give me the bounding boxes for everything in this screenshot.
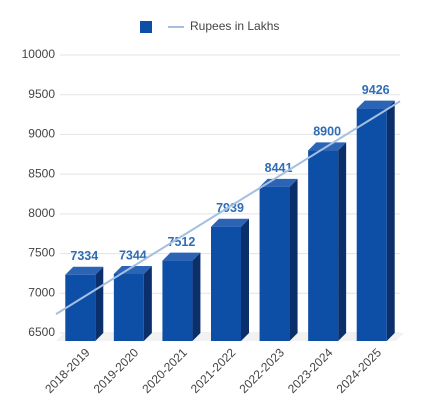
bar	[113, 265, 152, 341]
bar-side	[386, 100, 395, 341]
y-tick-label: 8000	[28, 206, 55, 220]
x-tick-label: 2018-2019	[42, 345, 93, 396]
bar-side	[241, 218, 249, 341]
bar-side	[289, 178, 298, 341]
x-tick-label: 2023-2024	[285, 345, 336, 396]
bar-front	[113, 273, 144, 341]
bar-top	[356, 100, 395, 109]
y-tick-label: 9000	[28, 127, 55, 141]
legend-label: Rupees in Lakhs	[190, 19, 279, 33]
value-label: 7512	[168, 235, 196, 249]
y-tick-label: 7000	[28, 285, 55, 299]
bar	[211, 218, 249, 341]
bar-front	[356, 108, 387, 341]
y-tick-label: 7500	[28, 246, 55, 260]
value-label: 9426	[362, 83, 390, 97]
bar-top	[65, 266, 104, 275]
y-tick-label: 6500	[28, 325, 55, 339]
trendline	[55, 100, 401, 315]
x-tick-label: 2024-2025	[334, 345, 385, 396]
bar-front	[65, 274, 96, 341]
y-tick-label: 8500	[28, 166, 55, 180]
value-label: 7344	[119, 248, 147, 262]
x-tick-label: 2020-2021	[139, 345, 190, 396]
y-tick-label: 9500	[28, 87, 55, 101]
bar	[162, 252, 201, 341]
bar-front	[211, 226, 241, 341]
bar-front	[259, 186, 290, 341]
bar-top	[211, 218, 249, 227]
bar	[308, 142, 347, 341]
value-label: 8900	[313, 125, 341, 139]
bar-top	[162, 252, 201, 261]
x-tick-label: 2021-2022	[188, 345, 239, 396]
y-tick-label: 10000	[22, 47, 56, 61]
bar	[259, 178, 298, 341]
bar-front	[308, 150, 339, 341]
bar-top	[259, 178, 298, 187]
bar-side	[338, 142, 347, 341]
bar	[356, 100, 395, 341]
bar-side	[143, 265, 152, 341]
bar	[65, 266, 104, 341]
x-tick-label: 2022-2023	[236, 345, 287, 396]
value-label: 7334	[70, 249, 98, 263]
bar-front	[162, 260, 193, 341]
legend-swatch	[140, 21, 152, 33]
x-tick-label: 2019-2020	[91, 345, 142, 396]
bar-side	[95, 266, 104, 341]
bar-side	[192, 252, 201, 341]
value-label: 8441	[265, 161, 293, 175]
